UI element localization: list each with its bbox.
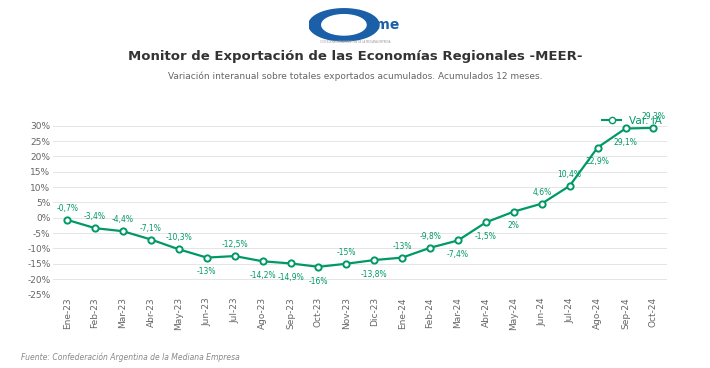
Text: ame: ame: [366, 18, 400, 32]
Polygon shape: [322, 15, 366, 35]
Text: -15%: -15%: [337, 248, 356, 257]
Text: -14,2%: -14,2%: [249, 271, 276, 280]
Text: -13,8%: -13,8%: [361, 270, 388, 279]
Text: 10,4%: 10,4%: [557, 170, 581, 179]
Polygon shape: [309, 9, 379, 41]
Text: -7,1%: -7,1%: [140, 224, 162, 233]
Text: Variación interanual sobre totales exportados acumulados. Acumulados 12 meses.: Variación interanual sobre totales expor…: [168, 72, 542, 81]
Text: 4,6%: 4,6%: [532, 188, 552, 197]
Text: -12,5%: -12,5%: [222, 240, 248, 249]
Text: 22,9%: 22,9%: [586, 157, 610, 166]
Text: -4,4%: -4,4%: [112, 215, 134, 224]
Text: -16%: -16%: [309, 276, 328, 286]
Text: -0,7%: -0,7%: [56, 204, 78, 213]
Legend: Var. IA: Var. IA: [598, 112, 667, 130]
Text: -3,4%: -3,4%: [84, 212, 106, 221]
Text: CONFEDERACIÓN ARGENTINA DE LA MEDIANA EMPRESA: CONFEDERACIÓN ARGENTINA DE LA MEDIANA EM…: [320, 40, 390, 44]
Text: -10,3%: -10,3%: [165, 233, 192, 243]
Text: -14,9%: -14,9%: [277, 273, 304, 282]
Text: -13%: -13%: [197, 267, 217, 276]
Text: -7,4%: -7,4%: [447, 250, 469, 259]
Text: Monitor de Exportación de las Economías Regionales -MEER-: Monitor de Exportación de las Economías …: [128, 50, 582, 63]
Text: -13%: -13%: [393, 242, 412, 251]
Text: 2%: 2%: [508, 221, 520, 230]
Text: -1,5%: -1,5%: [475, 232, 497, 241]
Text: 29,1%: 29,1%: [613, 138, 638, 147]
Text: -9,8%: -9,8%: [419, 232, 441, 241]
Text: 29,3%: 29,3%: [641, 112, 665, 121]
Text: Fuente: Confederación Argentina de la Mediana Empresa: Fuente: Confederación Argentina de la Me…: [21, 353, 240, 362]
